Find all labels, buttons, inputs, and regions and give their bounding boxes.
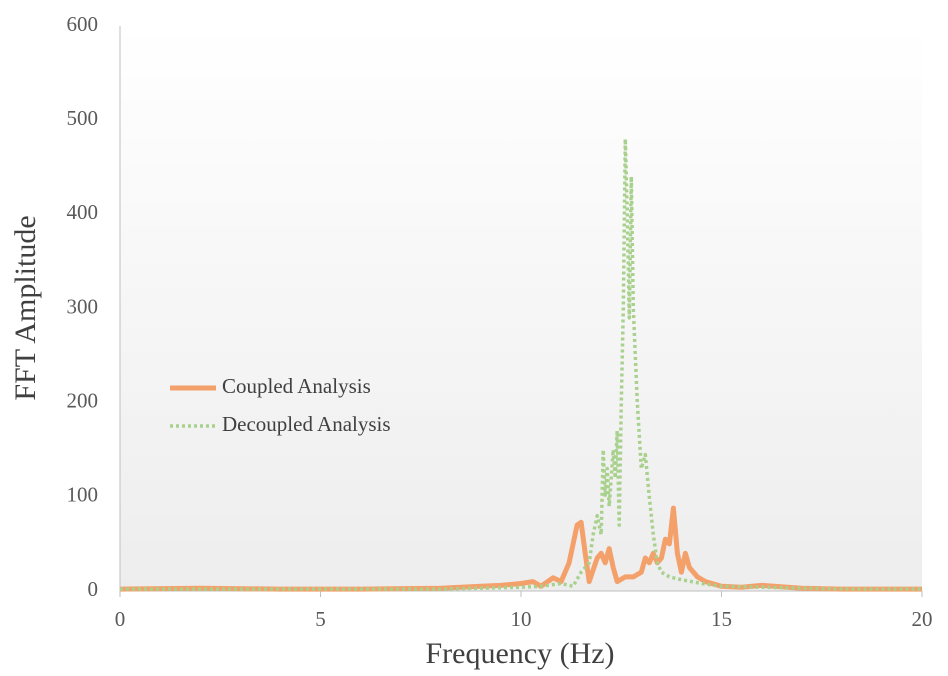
y-axis-title: FFT Amplitude: [9, 215, 42, 400]
y-tick-label: 400: [67, 200, 99, 224]
x-tick-label: 10: [511, 607, 532, 631]
y-tick-label: 100: [67, 483, 99, 507]
x-tick-label: 15: [711, 607, 732, 631]
plot-background: [120, 26, 922, 591]
x-axis-title: Frequency (Hz): [425, 637, 614, 670]
y-tick-label: 0: [88, 577, 99, 601]
data-line: [119, 505, 922, 592]
legend-label: Coupled Analysis: [222, 374, 371, 398]
legend-label: Decoupled Analysis: [222, 412, 391, 436]
y-tick-label: 600: [67, 12, 99, 36]
x-tick-label: 5: [315, 607, 326, 631]
y-tick-label: 500: [67, 106, 99, 130]
data-line: [120, 137, 922, 591]
x-tick-label: 20: [912, 607, 933, 631]
y-tick-label: 200: [67, 388, 99, 412]
y-tick-label: 300: [67, 294, 99, 318]
x-tick-label: 0: [115, 607, 126, 631]
